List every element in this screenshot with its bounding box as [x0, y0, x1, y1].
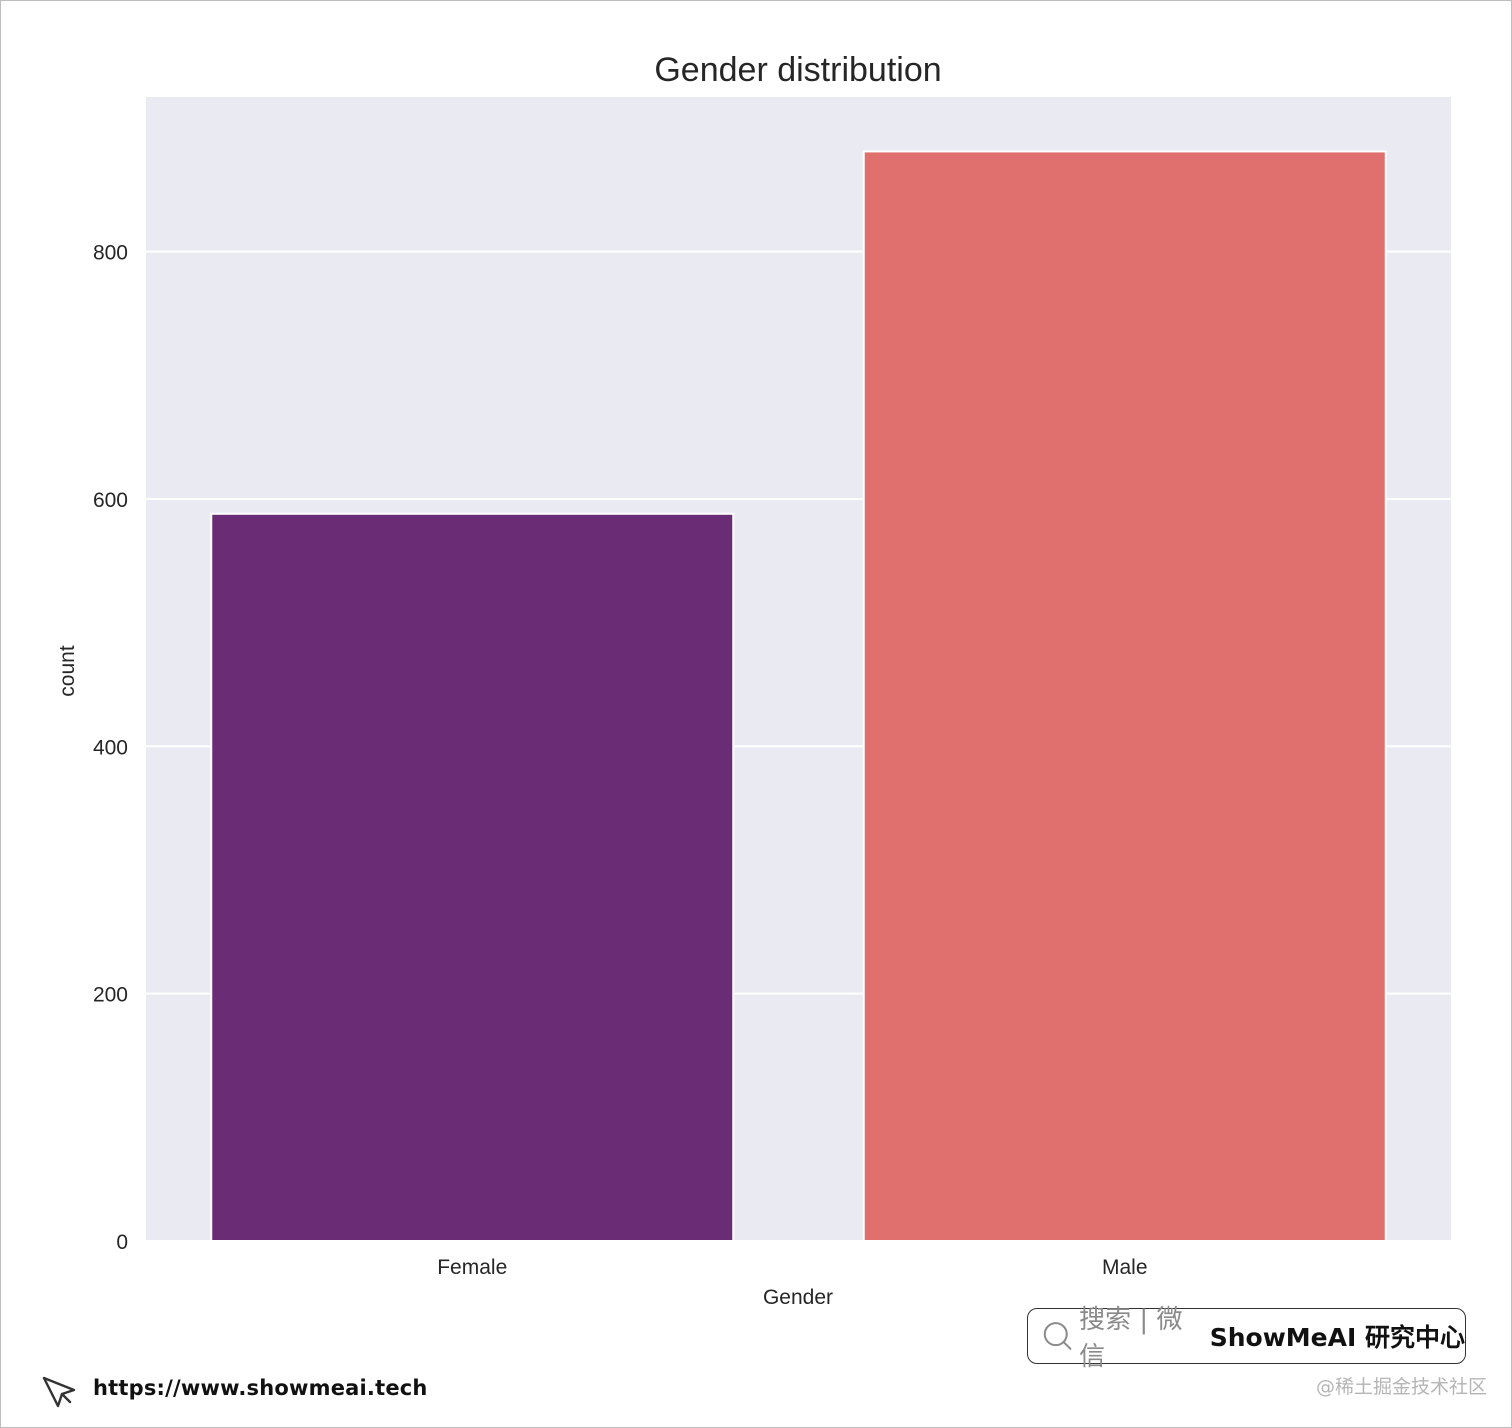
bar-male [862, 150, 1387, 1243]
search-icon [1043, 1322, 1072, 1350]
footer-url[interactable]: https://www.showmeai.tech [93, 1376, 428, 1400]
x-tick-labels: Female Male [437, 1256, 1147, 1279]
bar-chart: 0 200 400 600 800 Female Male Gender distribu… [56, 51, 1451, 1309]
chart-title: Gender distribution [654, 51, 941, 89]
bar-female [210, 512, 735, 1242]
search-badge: 搜索 | 微信 ShowMeAI 研究中心 [1027, 1305, 1466, 1372]
y-tick-labels: 0 200 400 600 800 [93, 242, 128, 1254]
x-tick-label-male: Male [1102, 1256, 1148, 1279]
badge-brand: ShowMeAI 研究中心 [1209, 1323, 1465, 1352]
watermark-text: @稀土掘金技术社区 [1316, 1376, 1488, 1398]
y-tick-label: 800 [93, 242, 128, 265]
badge-prefix: 搜索 | 微信 [1079, 1305, 1183, 1372]
x-axis-label: Gender [763, 1286, 833, 1309]
y-tick-label: 600 [93, 489, 128, 512]
y-tick-label: 0 [116, 1231, 128, 1254]
x-tick-label-female: Female [437, 1256, 507, 1279]
bars [210, 150, 1387, 1243]
y-tick-label: 400 [93, 736, 128, 759]
y-tick-label: 200 [93, 984, 128, 1007]
cursor-pointer-icon [42, 1376, 76, 1408]
y-axis-label: count [56, 645, 79, 697]
